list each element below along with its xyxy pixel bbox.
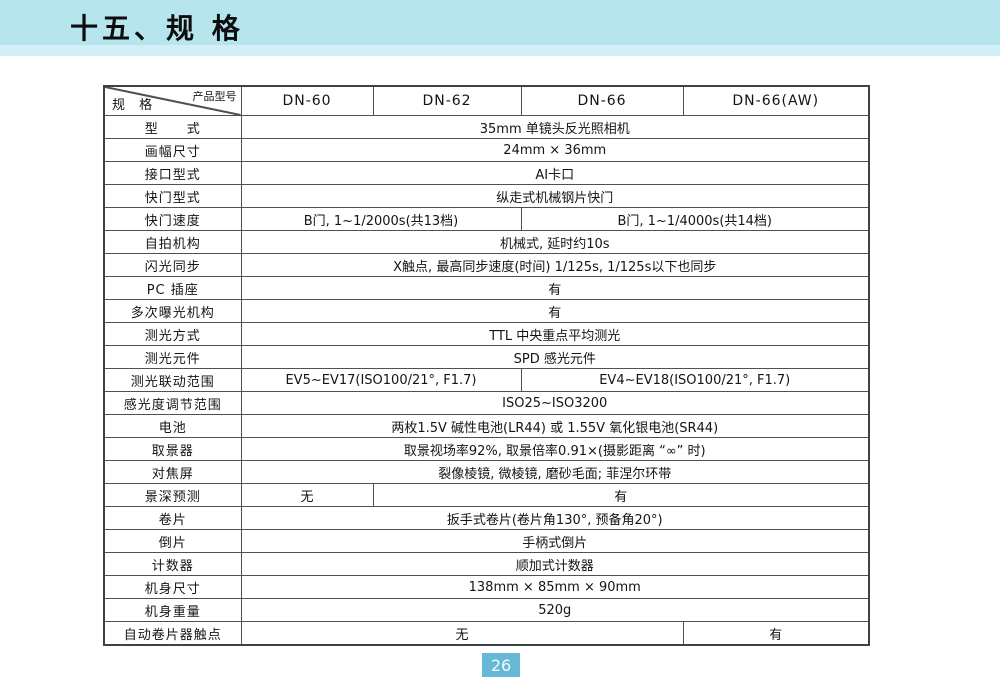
- spec-label: 测光方式: [103, 322, 242, 346]
- spec-value: EV4~EV18(ISO100/21°, F1.7): [520, 368, 870, 392]
- spec-value: 有: [240, 276, 870, 300]
- corner-bottom-label: 规 格: [112, 98, 158, 113]
- spec-value: 有: [372, 483, 870, 507]
- spec-label: 接口型式: [103, 161, 242, 185]
- title-band-light-strip: [0, 45, 1000, 56]
- page-title: 十五、规 格: [70, 12, 244, 45]
- spec-label: 感光度调节范围: [103, 391, 242, 415]
- spec-label: 画幅尺寸: [103, 138, 242, 162]
- table-row: 自动卷片器触点 无 有: [103, 621, 870, 646]
- spec-value: 24mm × 36mm: [240, 138, 870, 162]
- spec-label: 快门型式: [103, 184, 242, 208]
- spec-value: 138mm × 85mm × 90mm: [240, 575, 870, 599]
- table-row: 测光联动范围 EV5~EV17(ISO100/21°, F1.7) EV4~EV…: [103, 368, 870, 392]
- spec-value: TTL 中央重点平均测光: [240, 322, 870, 346]
- spec-label: 计数器: [103, 552, 242, 576]
- spec-label: 倒片: [103, 529, 242, 553]
- spec-label: PC 插座: [103, 276, 242, 300]
- spec-label: 测光联动范围: [103, 368, 242, 392]
- title-band: [0, 0, 1000, 45]
- column-header-dn66: DN-66: [520, 85, 684, 116]
- table-row: 对焦屏 裂像棱镜, 微棱镜, 磨砂毛面; 菲涅尔环带: [103, 460, 870, 484]
- table-row: 倒片 手柄式倒片: [103, 529, 870, 553]
- table-row: 画幅尺寸 24mm × 36mm: [103, 138, 870, 162]
- corner-cell: 产品型号 规 格: [103, 85, 242, 116]
- table-row: 多次曝光机构 有: [103, 299, 870, 323]
- column-header-dn60: DN-60: [240, 85, 374, 116]
- spec-value: B门, 1~1/2000s(共13档): [240, 207, 522, 231]
- spec-value: 顺加式计数器: [240, 552, 870, 576]
- table-row: 闪光同步 X触点, 最高同步速度(时间) 1/125s, 1/125s以下也同步: [103, 253, 870, 277]
- spec-value: 35mm 单镜头反光照相机: [240, 115, 870, 139]
- table-row: 自拍机构 机械式, 延时约10s: [103, 230, 870, 254]
- table-row: 感光度调节范围 ISO25~ISO3200: [103, 391, 870, 415]
- table-row: 卷片 扳手式卷片(卷片角130°, 预备角20°): [103, 506, 870, 530]
- table-row: 取景器 取景视场率92%, 取景倍率0.91×(摄影距离 “∞” 时): [103, 437, 870, 461]
- table-row: 计数器 顺加式计数器: [103, 552, 870, 576]
- spec-value: ISO25~ISO3200: [240, 391, 870, 415]
- spec-value: 机械式, 延时约10s: [240, 230, 870, 254]
- column-header-dn62: DN-62: [372, 85, 522, 116]
- spec-label: 型 式: [103, 115, 242, 139]
- spec-label: 快门速度: [103, 207, 242, 231]
- spec-value: 裂像棱镜, 微棱镜, 磨砂毛面; 菲涅尔环带: [240, 460, 870, 484]
- spec-value: 纵走式机械钢片快门: [240, 184, 870, 208]
- spec-value: SPD 感光元件: [240, 345, 870, 369]
- table-row: 快门型式 纵走式机械钢片快门: [103, 184, 870, 208]
- diagonal-divider: [105, 87, 241, 115]
- spec-label: 测光元件: [103, 345, 242, 369]
- spec-label: 机身重量: [103, 598, 242, 622]
- spec-value: 两枚1.5V 碱性电池(LR44) 或 1.55V 氧化银电池(SR44): [240, 414, 870, 438]
- table-row: 测光方式 TTL 中央重点平均测光: [103, 322, 870, 346]
- header-row: 产品型号 规 格 DN-60 DN-62 DN-66 DN-66(AW): [103, 85, 870, 116]
- spec-label: 多次曝光机构: [103, 299, 242, 323]
- spec-value: 有: [682, 621, 870, 646]
- spec-label: 景深预测: [103, 483, 242, 507]
- spec-value: EV5~EV17(ISO100/21°, F1.7): [240, 368, 522, 392]
- table-row: 机身尺寸 138mm × 85mm × 90mm: [103, 575, 870, 599]
- corner-top-label: 产品型号: [192, 90, 237, 103]
- table-row: 电池 两枚1.5V 碱性电池(LR44) 或 1.55V 氧化银电池(SR44): [103, 414, 870, 438]
- spec-value: 取景视场率92%, 取景倍率0.91×(摄影距离 “∞” 时): [240, 437, 870, 461]
- spec-value: AI卡口: [240, 161, 870, 185]
- spec-label: 电池: [103, 414, 242, 438]
- table-row: 型 式 35mm 单镜头反光照相机: [103, 115, 870, 139]
- column-header-dn66aw: DN-66(AW): [682, 85, 870, 116]
- page-number-badge: 26: [482, 653, 520, 677]
- spec-value: X触点, 最高同步速度(时间) 1/125s, 1/125s以下也同步: [240, 253, 870, 277]
- spec-value: 扳手式卷片(卷片角130°, 预备角20°): [240, 506, 870, 530]
- spec-value: 无: [240, 483, 374, 507]
- spec-label: 自动卷片器触点: [103, 621, 242, 646]
- table-row: 接口型式 AI卡口: [103, 161, 870, 185]
- table-row: 快门速度 B门, 1~1/2000s(共13档) B门, 1~1/4000s(共…: [103, 207, 870, 231]
- spec-label: 卷片: [103, 506, 242, 530]
- spec-label: 自拍机构: [103, 230, 242, 254]
- spec-table: 产品型号 规 格 DN-60 DN-62 DN-66 DN-66(AW) 型 式…: [103, 85, 870, 646]
- spec-value: 无: [240, 621, 684, 646]
- spec-value: 有: [240, 299, 870, 323]
- spec-value: 手柄式倒片: [240, 529, 870, 553]
- table-row: 机身重量 520g: [103, 598, 870, 622]
- table-row: PC 插座 有: [103, 276, 870, 300]
- table-row: 测光元件 SPD 感光元件: [103, 345, 870, 369]
- spec-value: B门, 1~1/4000s(共14档): [520, 207, 870, 231]
- spec-label: 对焦屏: [103, 460, 242, 484]
- table-row: 景深预测 无 有: [103, 483, 870, 507]
- spec-label: 机身尺寸: [103, 575, 242, 599]
- spec-value: 520g: [240, 598, 870, 622]
- spec-label: 取景器: [103, 437, 242, 461]
- spec-label: 闪光同步: [103, 253, 242, 277]
